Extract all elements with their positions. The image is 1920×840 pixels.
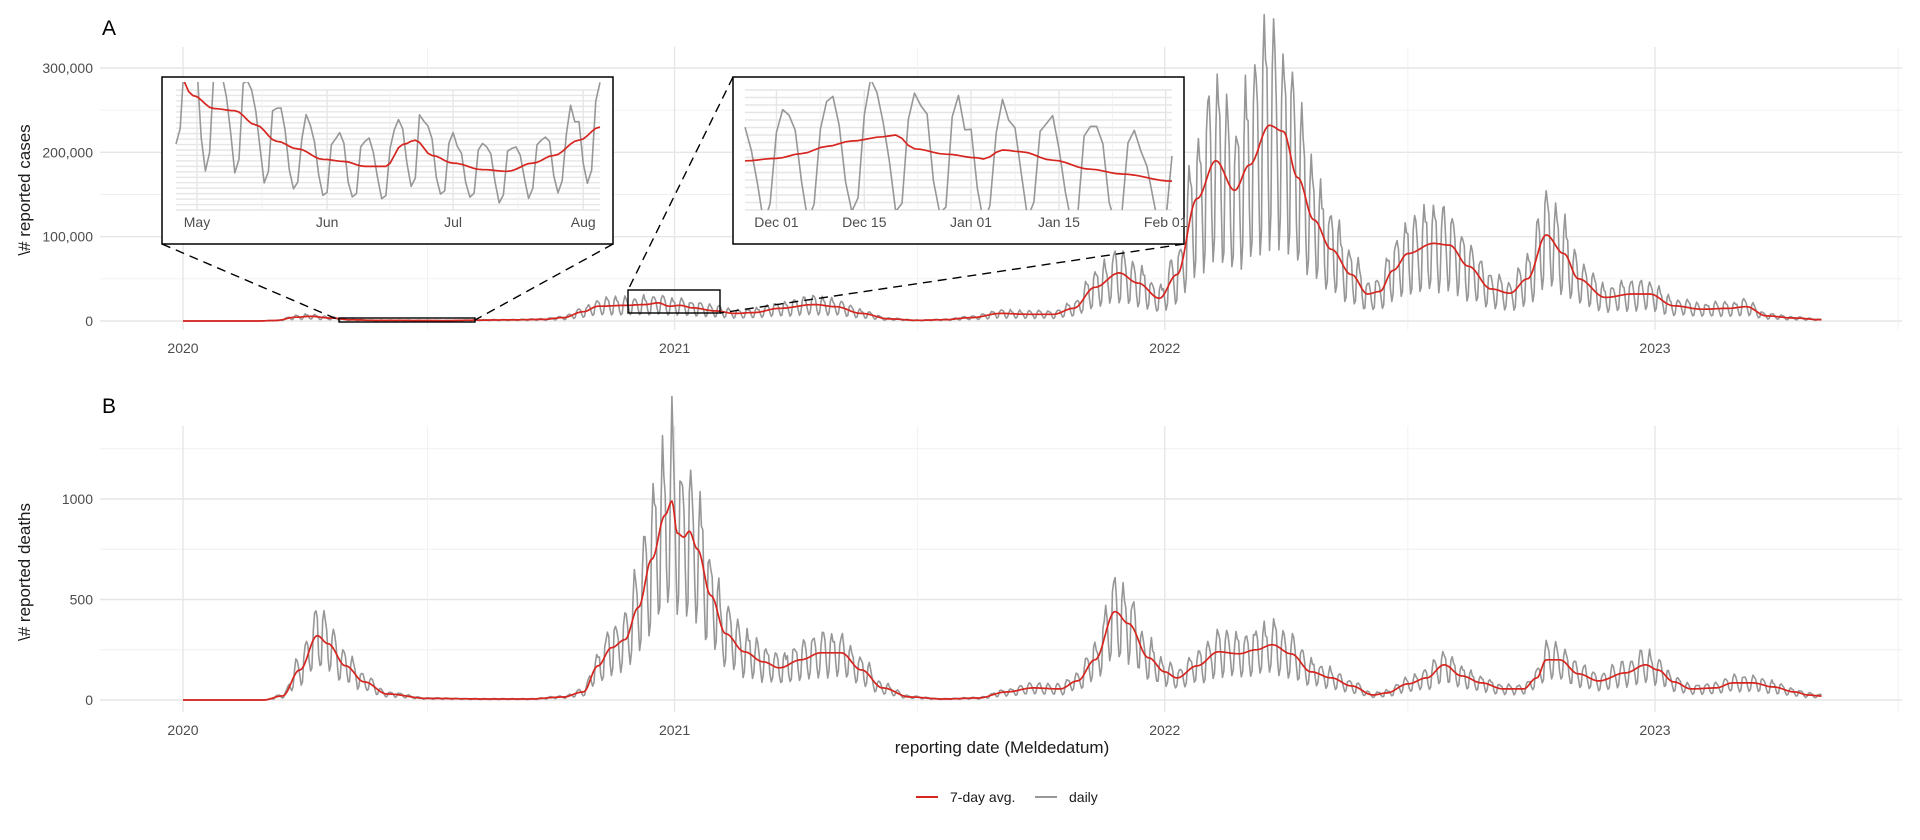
inset-x-tick-label: Jul [444,214,462,230]
panel-b-x-ticks: 2020 2021 2022 2023 [167,722,1670,738]
series-7day-avg-line [183,500,1822,701]
inset-series-daily-line [744,82,1173,210]
inset-x-tick-label: Jan 01 [950,214,992,230]
zoom-connector-line [474,243,614,321]
inset-x-tick-label: Dec 15 [842,214,887,230]
zoom-connector-line [627,76,734,291]
inset-a2: Dec 01 Dec 15 Jan 01 Jan 15 Feb 01 [732,76,1188,245]
inset-x-tick-label: Jun [316,214,339,230]
legend: 7-day avg. daily [916,789,1098,805]
y-tick-label: 1000 [62,491,93,507]
x-tick-label: 2022 [1149,722,1180,738]
y-tick-label: 200,000 [42,144,93,160]
series-7day-avg-line [183,124,1822,322]
inset-x-tick-label: Feb 01 [1144,214,1188,230]
panel-b-gridlines [100,426,1902,712]
y-tick-label: 0 [85,692,93,708]
legend-label-daily: daily [1069,789,1098,805]
y-tick-label: 300,000 [42,60,93,76]
x-axis-title: reporting date (Meldedatum) [895,738,1110,757]
panel-a-x-ticks: 2020 2021 2022 2023 [167,340,1670,356]
y-tick-label: 100,000 [42,229,93,245]
inset-x-tick-label: Dec 01 [754,214,799,230]
panel-label-a: A [102,17,116,40]
x-tick-label: 2023 [1639,722,1670,738]
inset-series-7day-avg-line [183,82,601,173]
inset-x-tick-label: Aug [571,214,596,230]
zoom-connector-line [719,243,1185,314]
series-daily-line [183,395,1822,701]
zoom-connector-line [161,243,340,321]
x-tick-label: 2021 [659,340,690,356]
panel-b-series [183,395,1822,701]
inset-series-daily-line [175,82,601,204]
zoom-selection-box-2021 [627,289,721,314]
panel-a-y-axis-title: \# reported cases [15,124,34,255]
x-tick-label: 2020 [167,340,198,356]
panel-b-deaths: B 0 500 1000 2020 2021 2022 2023 \# reported … [15,395,1902,757]
inset-a1: May Jun Jul Aug [161,76,614,245]
x-tick-label: 2023 [1639,340,1670,356]
inset-series-7day-avg-line [744,134,1173,183]
x-tick-label: 2020 [167,722,198,738]
x-tick-label: 2021 [659,722,690,738]
x-tick-label: 2022 [1149,340,1180,356]
panel-b-y-axis-title: \# reported deaths [15,503,34,641]
y-tick-label: 500 [70,592,94,608]
panel-a-y-ticks: 0 100,000 200,000 300,000 [42,60,93,329]
panel-label-b: B [102,395,116,418]
panel-b-y-ticks: 0 500 1000 [62,491,93,708]
legend-label-avg: 7-day avg. [950,789,1015,805]
panel-a-series [183,13,1822,322]
y-tick-label: 0 [85,313,93,329]
panel-a-zoom-annotations: May Jun Jul Aug Dec 01 Dec 15 Jan 01 Jan 15 Feb … [161,76,1188,323]
inset-x-tick-label: Jan 15 [1038,214,1080,230]
inset-x-tick-label: May [184,214,210,230]
